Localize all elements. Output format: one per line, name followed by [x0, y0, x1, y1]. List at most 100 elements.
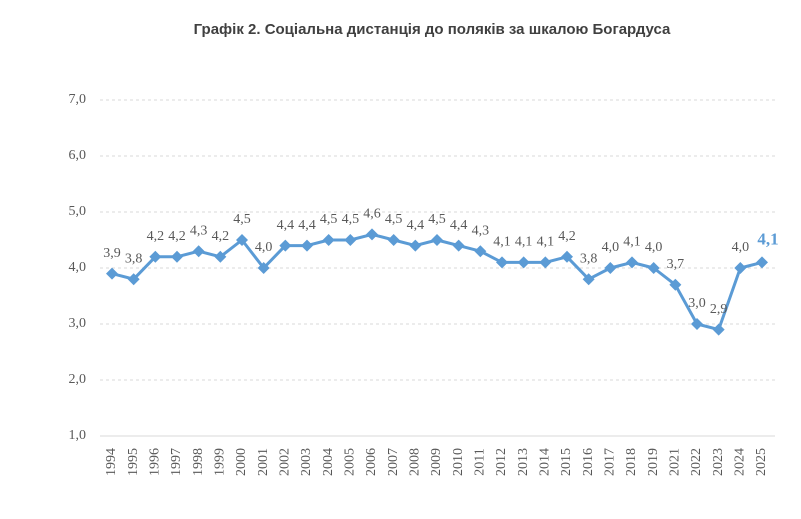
y-tick-label: 3,0 — [69, 316, 87, 331]
x-tick-label: 2013 — [516, 448, 531, 476]
chart-title: Графік 2. Соціальна дистанція до поляків… — [194, 21, 671, 38]
marker — [431, 234, 443, 246]
data-label: 3,7 — [667, 257, 685, 272]
x-tick-label: 2003 — [299, 448, 314, 476]
y-tick-label: 6,0 — [69, 148, 87, 163]
x-tick-label: 2016 — [581, 448, 596, 476]
marker — [691, 318, 703, 330]
x-tick-label: 2008 — [408, 448, 423, 476]
data-label: 4,0 — [602, 240, 620, 255]
data-label: 4,5 — [342, 212, 360, 227]
marker — [452, 239, 465, 252]
x-tick-label: 1995 — [126, 448, 141, 476]
marker — [344, 234, 357, 246]
marker — [647, 262, 660, 274]
x-tick-label: 1997 — [169, 448, 184, 476]
marker — [626, 256, 638, 269]
data-label: 4,3 — [472, 223, 490, 238]
x-tick-label: 2006 — [364, 448, 379, 476]
data-label: 4,6 — [363, 207, 381, 222]
marker — [387, 234, 400, 246]
marker — [539, 256, 552, 269]
data-label: 4,2 — [168, 229, 186, 244]
data-label: 4,1 — [623, 235, 641, 250]
x-tick-label: 2024 — [733, 448, 748, 476]
x-tick-label: 2018 — [624, 448, 639, 476]
x-tick-label: 2017 — [603, 448, 618, 476]
data-label: 4,2 — [147, 229, 165, 244]
data-label: 3,8 — [580, 251, 598, 266]
data-label: 4,0 — [645, 240, 663, 255]
x-tick-label: 1994 — [104, 448, 119, 476]
marker — [734, 262, 747, 274]
marker — [214, 250, 227, 263]
line — [111, 232, 763, 332]
marker — [409, 239, 422, 252]
data-label: 3,8 — [125, 251, 143, 266]
marker — [604, 262, 617, 274]
data-label: 4,1 — [493, 235, 511, 250]
marker — [712, 323, 725, 336]
x-tick-label: 2010 — [451, 448, 466, 476]
x-tick-label: 2019 — [646, 448, 661, 476]
data-label: 4,1 — [537, 235, 555, 250]
data-label: 4,0 — [732, 240, 750, 255]
x-tick-label: 2001 — [256, 448, 271, 476]
data-label: 4,5 — [385, 212, 403, 227]
x-tick-label: 2022 — [689, 448, 704, 476]
data-label: 4,4 — [450, 218, 468, 233]
data-label: 4,3 — [190, 223, 208, 238]
data-label: 4,4 — [298, 218, 316, 233]
data-label: 4,1 — [757, 229, 778, 248]
data-label: 2,9 — [710, 302, 728, 317]
x-tick-label: 2015 — [559, 448, 574, 476]
x-tick-label: 2021 — [668, 448, 683, 476]
x-tick-label: 2012 — [494, 448, 509, 476]
marker — [171, 250, 183, 263]
marker — [127, 273, 140, 286]
y-tick-label: 4,0 — [69, 260, 87, 275]
data-label: 4,2 — [212, 229, 230, 244]
data-label: 3,9 — [103, 246, 121, 261]
data-label: 4,4 — [277, 218, 295, 233]
x-tick-label: 2002 — [278, 448, 293, 476]
marker — [279, 239, 292, 252]
marker — [192, 245, 205, 258]
data-label: 4,1 — [515, 235, 533, 250]
data-label: 4,2 — [558, 229, 576, 244]
marker — [669, 278, 682, 291]
x-tick-label: 2007 — [386, 448, 401, 476]
x-tick-label: 2023 — [711, 448, 726, 476]
data-label: 4,0 — [255, 240, 273, 255]
y-tick-label: 1,0 — [69, 428, 87, 443]
marker — [582, 273, 595, 286]
x-tick-label: 2000 — [234, 448, 249, 476]
x-tick-label: 1996 — [148, 448, 163, 476]
marker — [496, 256, 508, 269]
marker — [517, 256, 530, 269]
y-tick-label: 2,0 — [69, 372, 87, 387]
data-label: 4,4 — [407, 218, 425, 233]
x-tick-label: 2004 — [321, 448, 336, 476]
marker — [474, 245, 487, 258]
x-tick-label: 2005 — [343, 448, 358, 476]
x-tick-label: 1998 — [191, 448, 206, 476]
data-label: 3,0 — [688, 296, 706, 311]
x-tick-label: 2011 — [473, 448, 488, 475]
y-tick-label: 5,0 — [69, 204, 87, 219]
data-label: 4,5 — [320, 212, 338, 227]
marker — [756, 256, 768, 269]
marker — [149, 250, 162, 263]
x-tick-label: 1999 — [213, 448, 228, 476]
marker — [257, 262, 270, 274]
data-label: 4,5 — [233, 212, 251, 227]
marker — [236, 234, 248, 246]
marker — [322, 234, 335, 246]
data-label: 4,5 — [428, 212, 446, 227]
x-tick-label: 2025 — [754, 448, 769, 476]
marker — [106, 267, 118, 280]
marker — [366, 228, 378, 241]
x-tick-label: 2014 — [538, 448, 553, 476]
marker — [561, 250, 573, 263]
